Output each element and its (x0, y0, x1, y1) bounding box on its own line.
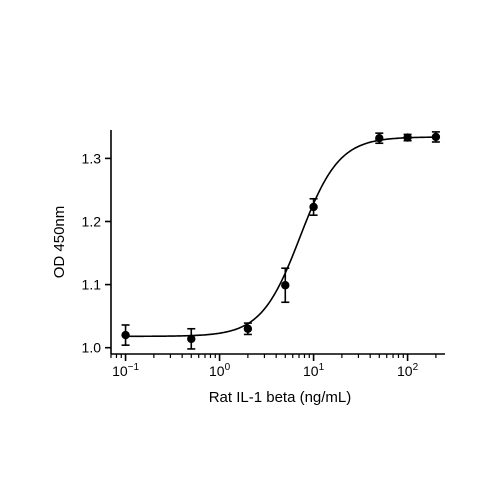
y-axis-title: OD 450nm (51, 206, 68, 279)
fit-curve-layer (125, 136, 436, 338)
data-points-layer (121, 132, 441, 344)
y-tick-label: 1.0 (82, 340, 102, 356)
x-tick-label: 100 (209, 362, 231, 379)
x-tick-label: 101 (303, 362, 325, 379)
y-axis-ticks: 1.0 1.1 1.2 1.3 (82, 150, 111, 356)
error-bars-layer (121, 131, 440, 350)
data-point (403, 133, 412, 142)
x-tick-exponent: 1 (319, 362, 325, 373)
data-point (121, 330, 130, 340)
x-axis-ticks: 10−1 100 101 102 (110, 354, 437, 379)
x-tick-base: 10 (397, 363, 413, 379)
data-point (431, 132, 441, 142)
x-tick-base: 10 (303, 363, 319, 379)
data-point (187, 334, 196, 344)
data-point (243, 324, 253, 333)
x-tick-exponent: 0 (225, 362, 231, 373)
x-tick-base: 10 (209, 363, 225, 379)
x-tick-exponent: 2 (413, 362, 419, 373)
axes-layer: 1.01.11.21.3 10−1 100 101 102 (82, 130, 445, 379)
x-axis-title: Rat IL-1 beta (ng/mL) (209, 389, 352, 406)
data-point (309, 202, 318, 212)
x-tick-label: 102 (397, 362, 419, 379)
data-point (281, 281, 290, 290)
y-tick-label: 1.1 (82, 277, 102, 293)
y-tick-label: 1.3 (82, 150, 102, 166)
x-tick-exponent: −1 (128, 362, 140, 373)
data-point (375, 134, 384, 143)
fit-curve (125, 136, 436, 338)
x-tick-base: 10 (112, 363, 128, 379)
y-tick-label: 1.2 (82, 213, 102, 229)
x-tick-label: 10−1 (112, 362, 139, 379)
